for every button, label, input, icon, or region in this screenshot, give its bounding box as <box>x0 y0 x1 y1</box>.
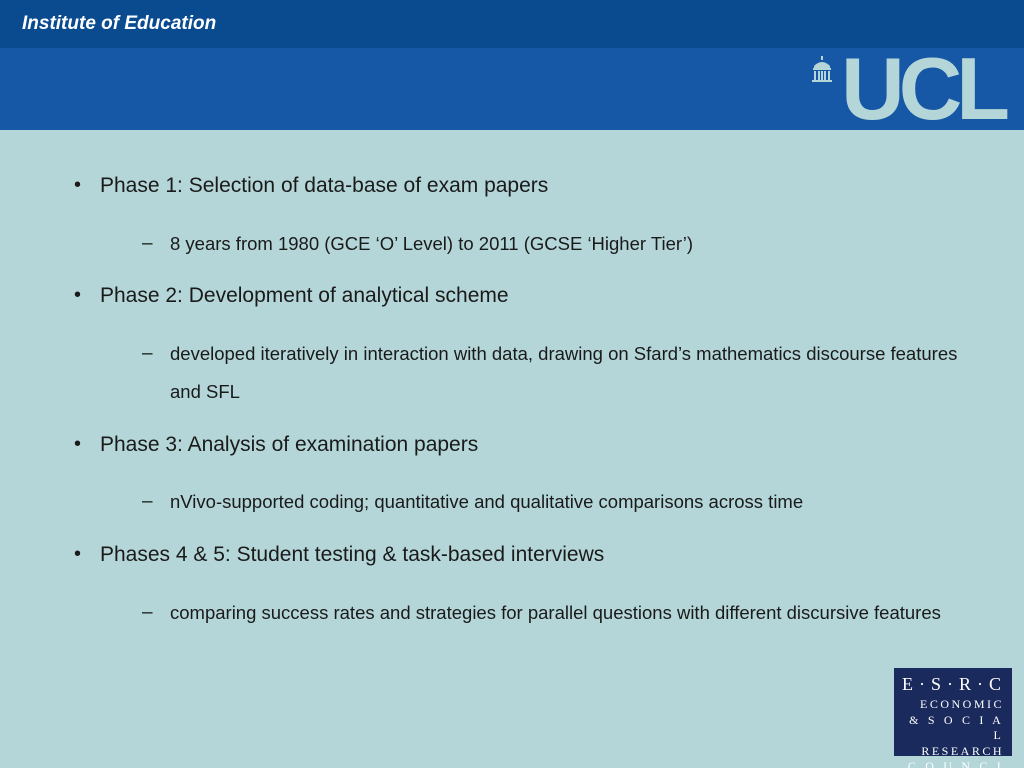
list-item: Phase 1: Selection of data-base of exam … <box>70 170 964 262</box>
list-item: Phases 4 & 5: Student testing & task-bas… <box>70 539 964 631</box>
phase-title: Phase 1: Selection of data-base of exam … <box>100 174 548 197</box>
slide-body: Phase 1: Selection of data-base of exam … <box>0 130 1024 768</box>
ucl-logo: UCL <box>811 38 1004 140</box>
slide: Institute of Education <box>0 0 1024 768</box>
esrc-acronym: E·S·R·C <box>902 674 1004 695</box>
slide-header: Institute of Education <box>0 0 1024 130</box>
sub-item: 8 years from 1980 (GCE ‘O’ Level) to 201… <box>142 225 964 263</box>
esrc-text: C O U N C I L <box>902 759 1004 768</box>
institute-title: Institute of Education <box>22 13 216 35</box>
sub-item: nVivo-supported coding; quantitative and… <box>142 483 964 521</box>
dome-icon <box>811 56 833 82</box>
phase-title: Phases 4 & 5: Student testing & task-bas… <box>100 543 604 566</box>
sub-item: developed iteratively in interaction wit… <box>142 335 964 411</box>
header-bottom-bar: UCL <box>0 48 1024 130</box>
ucl-letters: UCL <box>841 38 1004 140</box>
sub-item: comparing success rates and strategies f… <box>142 594 964 632</box>
bullet-list: Phase 1: Selection of data-base of exam … <box>70 170 964 632</box>
list-item: Phase 2: Development of analytical schem… <box>70 280 964 410</box>
list-item: Phase 3: Analysis of examination papers … <box>70 429 964 521</box>
esrc-logo: E·S·R·C ECONOMIC & S O C I A L RESEARCH … <box>894 668 1012 756</box>
esrc-text: & S O C I A L <box>902 713 1004 744</box>
esrc-text: RESEARCH <box>902 744 1004 760</box>
esrc-text: ECONOMIC <box>902 697 1004 713</box>
phase-title: Phase 2: Development of analytical schem… <box>100 284 509 307</box>
phase-title: Phase 3: Analysis of examination papers <box>100 433 478 456</box>
